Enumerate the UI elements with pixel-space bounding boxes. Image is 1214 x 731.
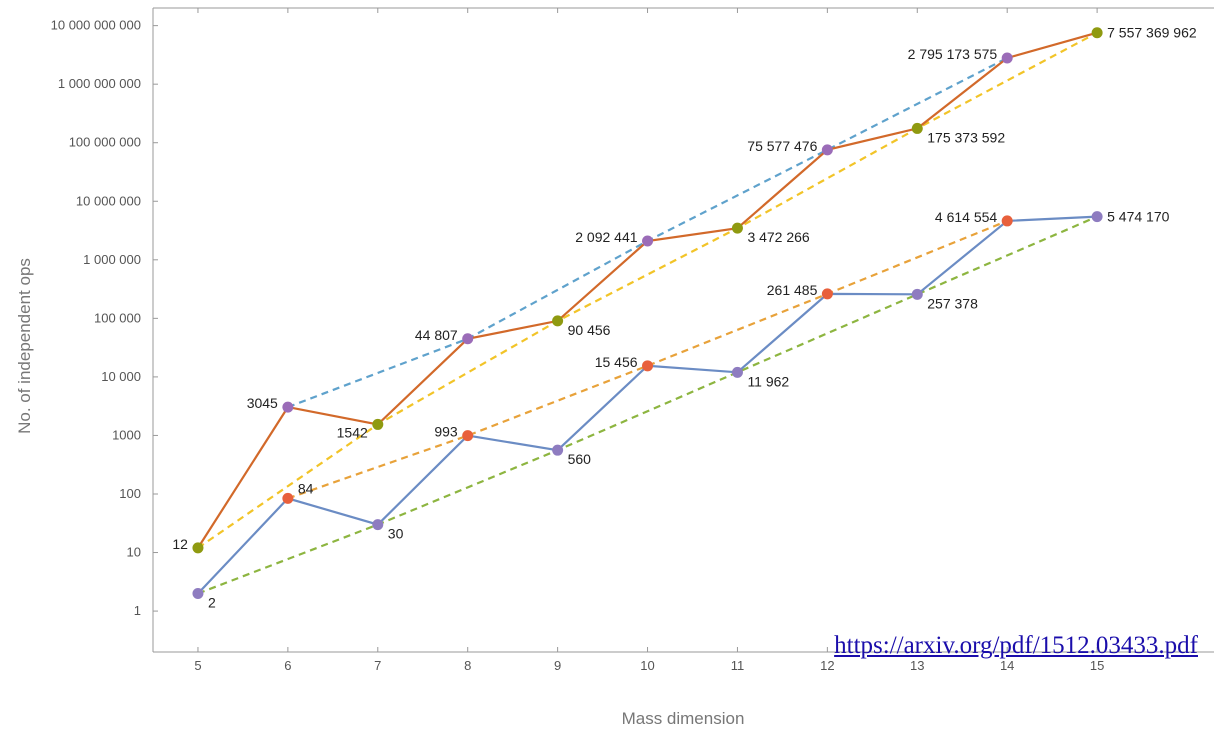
series-line-dash-odd-lower	[197, 215, 1098, 595]
x-tick-label: 6	[284, 658, 291, 673]
series-line-dash-even-upper	[287, 57, 1008, 409]
data-label: 175 373 592	[927, 129, 1005, 145]
data-point	[642, 235, 654, 247]
data-point	[731, 222, 743, 234]
data-point	[1091, 211, 1103, 223]
data-label: 3045	[247, 395, 278, 411]
data-label: 257 378	[927, 295, 978, 311]
data-label: 12	[172, 536, 188, 552]
series-line-dash-odd-upper	[197, 31, 1098, 549]
data-label: 4 614 554	[935, 209, 997, 225]
data-point	[1091, 27, 1103, 39]
x-tick-label: 14	[1000, 658, 1014, 673]
data-label: 2 795 173 575	[908, 46, 998, 62]
y-axis-ticks: 1 10 100 1000 10 000 100 000 1 000 000 10 000 0…	[51, 18, 158, 618]
x-tick-label: 7	[374, 658, 381, 673]
solid-series-lines	[197, 31, 1098, 595]
data-label: 993	[434, 424, 458, 440]
data-label: 560	[568, 451, 592, 467]
data-point	[372, 418, 384, 430]
data-point	[192, 542, 204, 554]
y-tick-label: 10 000	[101, 369, 141, 384]
x-tick-label: 9	[554, 658, 561, 673]
data-label: 3 472 266	[747, 229, 809, 245]
data-label: 84	[298, 480, 314, 496]
data-point	[462, 333, 474, 345]
data-label: 5 474 170	[1107, 209, 1169, 225]
series-line-upper	[197, 31, 1098, 549]
data-point	[1001, 215, 1013, 227]
data-point	[462, 430, 474, 442]
data-point	[1001, 52, 1013, 64]
y-tick-label: 100 000 000	[69, 135, 141, 150]
data-label: 75 577 476	[747, 138, 817, 154]
dashed-trend-lines	[197, 31, 1098, 595]
data-point	[731, 366, 743, 378]
data-label: 261 485	[767, 282, 818, 298]
y-axis-title: No. of independent ops	[15, 258, 34, 434]
y-tick-label: 100 000	[94, 310, 141, 325]
series-line-lower	[197, 215, 1098, 595]
x-tick-label: 10	[640, 658, 654, 673]
data-point	[642, 360, 654, 372]
data-point	[911, 288, 923, 300]
x-tick-label: 13	[910, 658, 924, 673]
data-label: 90 456	[568, 322, 611, 338]
x-tick-label: 15	[1090, 658, 1104, 673]
data-point	[372, 519, 384, 531]
series-line-dash-even-lower	[287, 219, 1008, 500]
data-label: 7 557 369 962	[1107, 25, 1197, 41]
y-tick-label: 100	[119, 486, 141, 501]
data-point	[821, 288, 833, 300]
y-tick-label: 1 000 000	[83, 252, 141, 267]
x-tick-label: 8	[464, 658, 471, 673]
y-tick-label: 1 000 000 000	[58, 76, 141, 91]
x-axis-title: Mass dimension	[622, 709, 745, 728]
data-point	[552, 444, 564, 456]
plot-frame	[152, 7, 1214, 653]
data-point	[911, 122, 923, 134]
x-tick-label: 11	[731, 658, 745, 673]
y-tick-label: 1	[134, 603, 141, 618]
y-tick-label: 1000	[112, 427, 141, 442]
source-link[interactable]: https://arxiv.org/pdf/1512.03433.pdf	[834, 632, 1198, 659]
y-tick-label: 10 000 000	[76, 193, 141, 208]
data-point	[192, 587, 204, 599]
data-point	[552, 315, 564, 327]
data-point	[282, 492, 294, 504]
data-label: 2	[208, 594, 216, 610]
y-tick-label: 10 000 000 000	[51, 18, 141, 33]
x-axis-ticks: 5 6 7 8 9 10 11 12 13 14 15	[194, 8, 1104, 673]
y-tick-label: 10	[127, 545, 141, 560]
data-label: 30	[388, 526, 404, 542]
x-tick-label: 12	[820, 658, 834, 673]
data-labels: 12 3045 1542 44 807 90 456 2 092 441 3 472 266…	[172, 25, 1196, 611]
data-points	[192, 27, 1103, 599]
x-tick-label: 5	[194, 658, 201, 673]
data-label: 2 092 441	[575, 229, 637, 245]
data-label: 1542	[337, 424, 368, 440]
data-point	[282, 401, 294, 413]
data-label: 44 807	[415, 327, 458, 343]
data-label: 11 962	[747, 373, 789, 389]
data-point	[821, 144, 833, 156]
data-label: 15 456	[595, 354, 638, 370]
